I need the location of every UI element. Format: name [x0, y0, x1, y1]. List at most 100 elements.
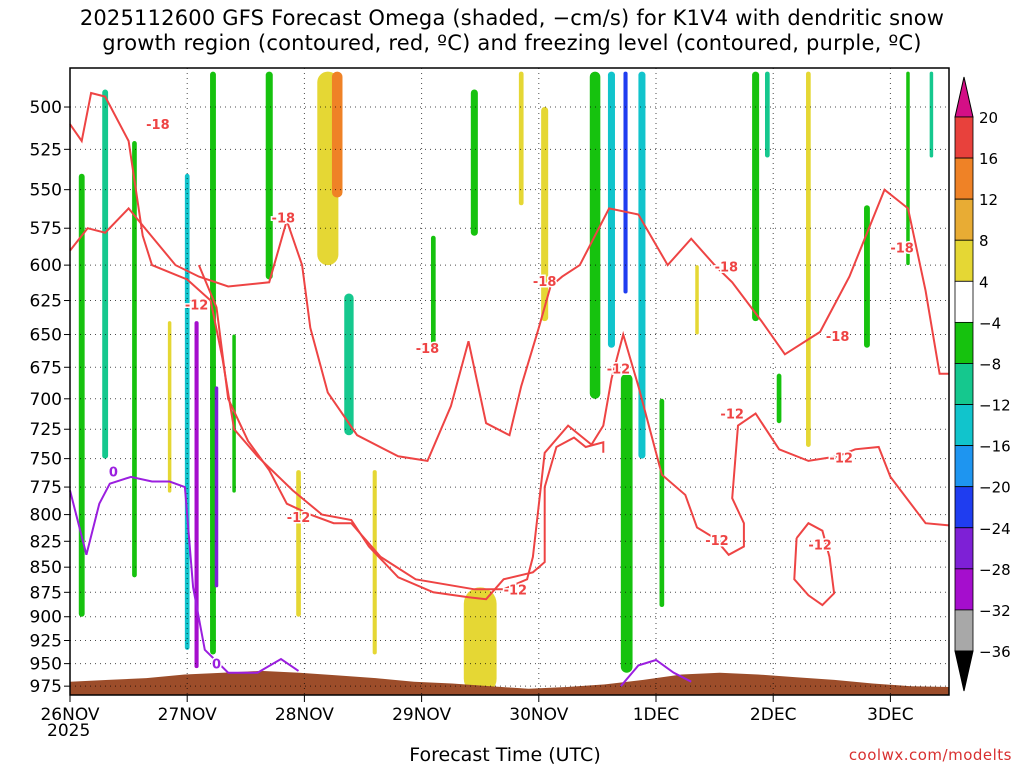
colorbar-bin-11: [954, 527, 974, 570]
contour-label-7: -18: [826, 330, 850, 345]
omega-region-9: [265, 71, 273, 280]
omega-region-25: [659, 398, 665, 608]
x-tick-label-28NOV: 28NOV: [275, 705, 334, 725]
colorbar-bin-2: [954, 157, 974, 200]
pressure-axis: 500 525 550 575 600 625 650 675 700 725 750 775 800 8…: [30, 98, 70, 697]
colorbar-label-8: −16: [979, 438, 1011, 456]
omega-region-24: [620, 373, 633, 673]
omega-region-23: [638, 71, 646, 459]
contour-label-layer: -18 -18 -12 -18 -18 -12 -18 -18 -18 -12 -12 -12 -12 -…: [107, 117, 915, 674]
colorbar-label-6: −8: [979, 355, 1001, 373]
omega-region-5: [194, 321, 199, 669]
colorbar-bin-13: [954, 609, 974, 652]
contour-label-16: 0: [212, 658, 221, 673]
contour-label-15: 0: [109, 465, 118, 480]
y-tick-label-700: 700: [30, 390, 62, 410]
omega-region-2: [132, 141, 137, 578]
y-tick-label-925: 925: [30, 631, 62, 651]
contour-label-9: -12: [287, 511, 311, 526]
x-axis-label: Forecast Time (UTC): [409, 744, 601, 766]
y-tick-label-725: 725: [30, 420, 62, 440]
y-tick-label-950: 950: [30, 655, 62, 675]
omega-region-6: [210, 71, 216, 655]
omega-region-15: [430, 235, 436, 348]
omega-region-13: [344, 293, 354, 436]
y-tick-label-675: 675: [30, 358, 62, 378]
y-tick-label-525: 525: [30, 140, 62, 160]
omega-region-22: [623, 71, 628, 294]
colorbar-bin-6: [954, 321, 974, 364]
terrain-surface: [70, 670, 949, 695]
chart-title-line-2: growth region (contoured, red, ºC) and f…: [102, 31, 922, 55]
y-tick-label-650: 650: [30, 326, 62, 346]
omega-region-0: [78, 173, 85, 617]
contour-3: [793, 521, 836, 607]
source-credit-link[interactable]: coolwx.com/modelts: [848, 746, 1012, 764]
y-tick-label-875: 875: [30, 583, 62, 603]
colorbar-bin-9: [954, 445, 974, 488]
y-tick-label-800: 800: [30, 506, 62, 526]
contour-label-3: -18: [416, 342, 440, 357]
contour-4: [69, 475, 300, 674]
omega-region-16: [470, 89, 478, 236]
colorbar-bin-10: [954, 486, 974, 529]
colorbar-bin-5: [954, 280, 974, 323]
contour-label-5: -12: [607, 363, 631, 378]
x-tick-label-29NOV: 29NOV: [392, 705, 451, 725]
omega-shading-layer: [78, 71, 934, 695]
omega-region-29: [776, 373, 782, 424]
x-tick-label-1DEC: 1DEC: [633, 705, 680, 725]
colorbar-label-2: 12: [979, 191, 998, 209]
contour-0: [69, 91, 605, 601]
omega-region-33: [929, 71, 934, 158]
omega-region-19: [541, 107, 549, 322]
contour-label-1: -18: [272, 212, 296, 227]
colorbar-label-3: 8: [979, 232, 989, 250]
omega-region-26: [695, 265, 699, 335]
colorbar-label-5: −4: [979, 314, 1001, 332]
x-axis-year-label: 2025: [47, 721, 91, 741]
omega-region-32: [906, 71, 910, 266]
contour-layer: [69, 91, 950, 687]
contour-1: [69, 188, 949, 463]
plot-border: [69, 67, 950, 696]
colorbar-label-12: −32: [979, 602, 1011, 620]
contour-2: [197, 264, 950, 591]
colorbar-top-arrow: [954, 76, 974, 118]
x-tick-label-2DEC: 2DEC: [750, 705, 797, 725]
y-tick-label-975: 975: [30, 677, 62, 697]
omega-region-30: [806, 71, 811, 447]
omega-region-3: [167, 321, 172, 493]
y-tick-label-850: 850: [30, 558, 62, 578]
terrain-layer: [70, 670, 949, 695]
x-tick-label-27NOV: 27NOV: [158, 705, 217, 725]
time-axis: 26NOV 27NOV 28NOV 29NOV 30NOV 1DEC 2DEC 3DEC: [40, 695, 914, 725]
omega-region-31: [864, 205, 870, 348]
contour-label-2: -12: [185, 299, 209, 314]
colorbar-bin-4: [954, 239, 974, 282]
y-tick-label-750: 750: [30, 450, 62, 470]
omega-region-28: [764, 71, 770, 158]
omega-region-7: [214, 386, 219, 588]
chart-title: 2025112600 GFS Forecast Omega (shaded, −…: [0, 6, 1024, 56]
colorbar-bin-8: [954, 404, 974, 447]
colorbar-label-7: −12: [979, 397, 1011, 415]
omega-region-1: [102, 89, 109, 459]
contour-label-6: -18: [715, 261, 739, 276]
contour-label-8: -18: [890, 242, 914, 257]
omega-region-14: [372, 470, 377, 655]
omega-region-27: [752, 71, 760, 322]
contour-label-4: -18: [533, 275, 557, 290]
colorbar-bin-7: [954, 363, 974, 405]
contour-label-0: -18: [146, 118, 170, 133]
contour-label-12: -12: [829, 451, 853, 466]
colorbar-label-13: −36: [979, 643, 1011, 661]
plot-frame: [69, 67, 950, 696]
colorbar-label-9: −20: [979, 479, 1011, 497]
colorbar-bin-12: [954, 568, 974, 611]
colorbar-label-11: −28: [979, 561, 1011, 579]
contour-5: [620, 658, 692, 687]
y-tick-label-600: 600: [30, 256, 62, 276]
omega-region-10: [296, 470, 301, 617]
